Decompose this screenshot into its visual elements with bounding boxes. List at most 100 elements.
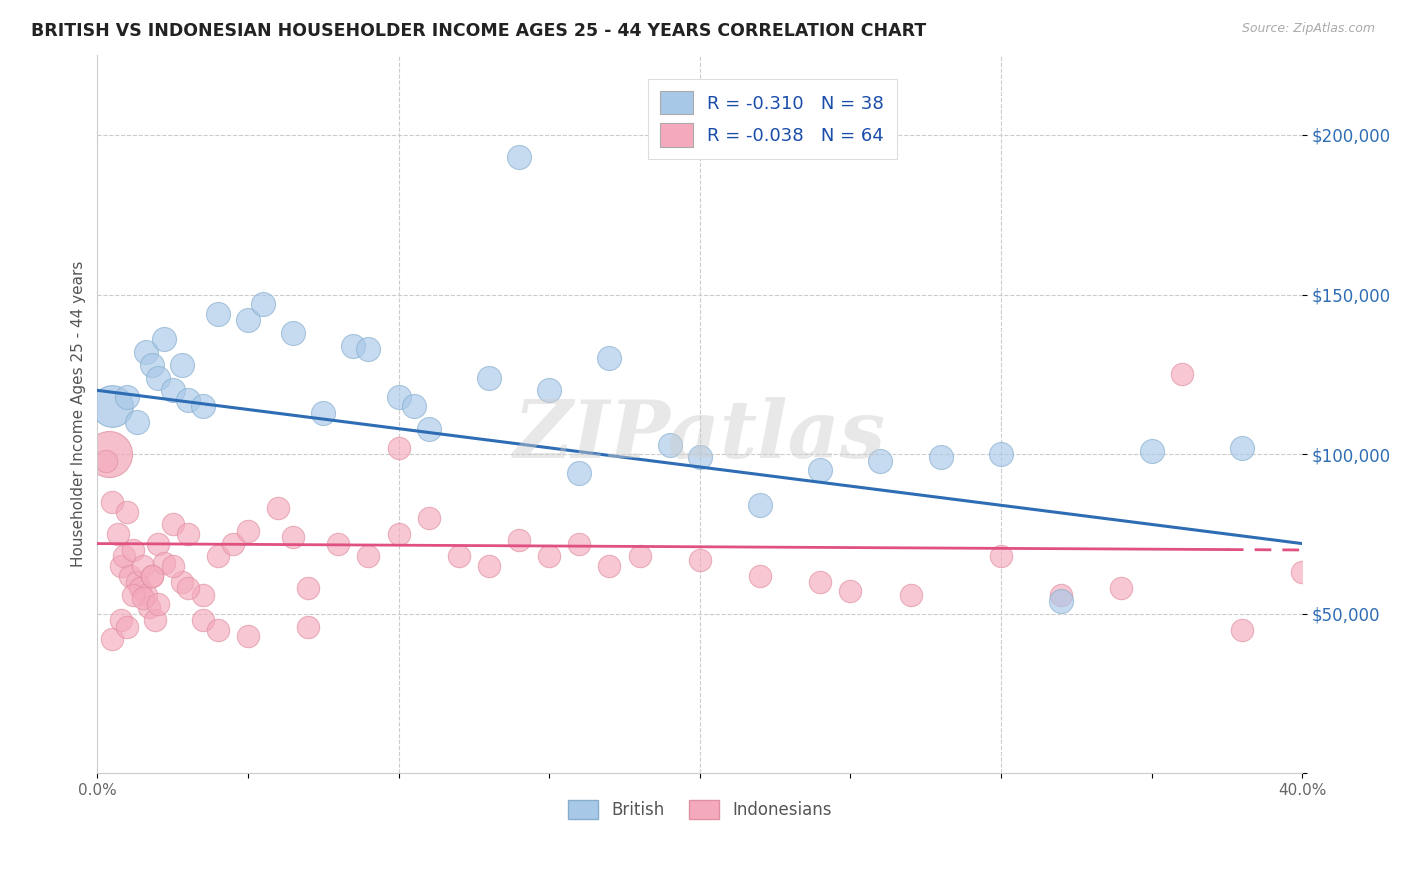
Point bbox=[117, 390, 139, 404]
Point bbox=[207, 623, 229, 637]
Point bbox=[538, 549, 561, 564]
Point bbox=[191, 613, 214, 627]
Point bbox=[808, 574, 831, 589]
Point bbox=[689, 450, 711, 465]
Point bbox=[312, 406, 335, 420]
Point bbox=[387, 441, 409, 455]
Point bbox=[990, 447, 1012, 461]
Point bbox=[387, 527, 409, 541]
Point bbox=[252, 297, 274, 311]
Text: Source: ZipAtlas.com: Source: ZipAtlas.com bbox=[1241, 22, 1375, 36]
Point bbox=[143, 613, 166, 627]
Point bbox=[508, 533, 530, 548]
Point bbox=[135, 588, 157, 602]
Point bbox=[114, 549, 136, 564]
Point bbox=[1170, 368, 1192, 382]
Point bbox=[207, 307, 229, 321]
Point bbox=[110, 613, 132, 627]
Text: ZIPatlas: ZIPatlas bbox=[513, 397, 886, 475]
Point bbox=[1230, 441, 1253, 455]
Point bbox=[125, 415, 148, 429]
Point bbox=[297, 619, 319, 633]
Point bbox=[177, 581, 200, 595]
Point bbox=[170, 574, 193, 589]
Point bbox=[128, 581, 150, 595]
Point bbox=[839, 584, 862, 599]
Point bbox=[1291, 566, 1313, 580]
Point bbox=[120, 568, 142, 582]
Point bbox=[141, 568, 163, 582]
Point bbox=[135, 345, 157, 359]
Point bbox=[478, 370, 501, 384]
Point bbox=[538, 384, 561, 398]
Point bbox=[281, 326, 304, 340]
Point bbox=[568, 467, 591, 481]
Point bbox=[808, 463, 831, 477]
Point bbox=[146, 597, 169, 611]
Point bbox=[107, 527, 129, 541]
Point bbox=[869, 453, 891, 467]
Point bbox=[131, 591, 153, 605]
Point bbox=[1230, 623, 1253, 637]
Point bbox=[162, 384, 184, 398]
Point bbox=[162, 558, 184, 573]
Point bbox=[138, 600, 160, 615]
Point bbox=[357, 549, 380, 564]
Y-axis label: Householder Income Ages 25 - 44 years: Householder Income Ages 25 - 44 years bbox=[72, 261, 86, 567]
Point bbox=[598, 558, 620, 573]
Point bbox=[568, 536, 591, 550]
Point bbox=[207, 549, 229, 564]
Point bbox=[236, 313, 259, 327]
Point bbox=[508, 150, 530, 164]
Point bbox=[342, 338, 364, 352]
Point bbox=[170, 358, 193, 372]
Point bbox=[191, 588, 214, 602]
Point bbox=[125, 574, 148, 589]
Point bbox=[191, 399, 214, 413]
Point bbox=[297, 581, 319, 595]
Point bbox=[402, 399, 425, 413]
Point bbox=[281, 530, 304, 544]
Point bbox=[236, 629, 259, 643]
Legend: British, Indonesians: British, Indonesians bbox=[561, 794, 838, 826]
Point bbox=[1111, 581, 1133, 595]
Point bbox=[900, 588, 922, 602]
Point bbox=[447, 549, 470, 564]
Point bbox=[110, 558, 132, 573]
Point bbox=[628, 549, 651, 564]
Point bbox=[122, 543, 145, 558]
Point bbox=[177, 392, 200, 407]
Point bbox=[598, 351, 620, 366]
Point bbox=[162, 517, 184, 532]
Point bbox=[1050, 594, 1073, 608]
Point bbox=[418, 511, 440, 525]
Point bbox=[1050, 588, 1073, 602]
Point bbox=[1140, 444, 1163, 458]
Point bbox=[98, 447, 121, 461]
Point bbox=[152, 556, 174, 570]
Point bbox=[478, 558, 501, 573]
Point bbox=[141, 568, 163, 582]
Point bbox=[689, 552, 711, 566]
Point bbox=[122, 588, 145, 602]
Point bbox=[236, 524, 259, 538]
Point bbox=[658, 437, 681, 451]
Point bbox=[101, 399, 124, 413]
Point bbox=[96, 453, 118, 467]
Point bbox=[749, 568, 772, 582]
Point bbox=[152, 332, 174, 346]
Point bbox=[387, 390, 409, 404]
Point bbox=[131, 558, 153, 573]
Point bbox=[929, 450, 952, 465]
Point bbox=[749, 498, 772, 512]
Point bbox=[328, 536, 350, 550]
Point bbox=[357, 342, 380, 356]
Point bbox=[101, 632, 124, 647]
Point bbox=[990, 549, 1012, 564]
Point bbox=[117, 619, 139, 633]
Point bbox=[146, 536, 169, 550]
Text: BRITISH VS INDONESIAN HOUSEHOLDER INCOME AGES 25 - 44 YEARS CORRELATION CHART: BRITISH VS INDONESIAN HOUSEHOLDER INCOME… bbox=[31, 22, 927, 40]
Point bbox=[222, 536, 245, 550]
Point bbox=[146, 370, 169, 384]
Point bbox=[418, 422, 440, 436]
